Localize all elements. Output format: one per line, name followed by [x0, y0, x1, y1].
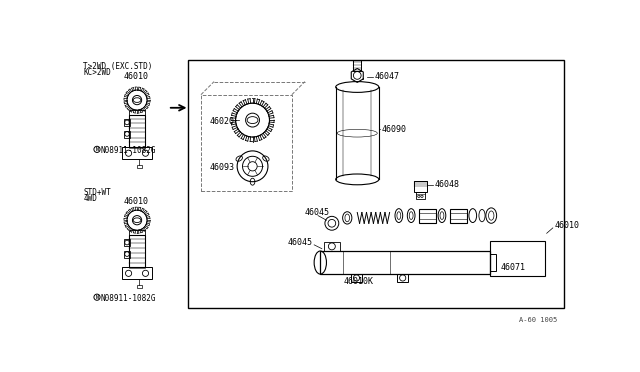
Bar: [124, 240, 130, 246]
Text: 46045: 46045: [288, 238, 313, 247]
Bar: [137, 165, 141, 168]
Bar: [353, 60, 361, 71]
Bar: [122, 267, 152, 279]
Text: 4WD: 4WD: [83, 194, 97, 203]
Bar: [419, 209, 436, 222]
Bar: [490, 254, 496, 271]
Text: 46010: 46010: [124, 73, 149, 81]
Text: 46090: 46090: [382, 125, 407, 134]
Text: 46047: 46047: [374, 73, 399, 81]
Text: 46093: 46093: [209, 163, 234, 172]
Text: N: N: [95, 295, 99, 300]
Text: 46010K: 46010K: [344, 276, 373, 286]
Bar: [324, 242, 340, 251]
Bar: [124, 251, 130, 258]
Bar: [320, 251, 490, 274]
Text: KC>2WD: KC>2WD: [83, 68, 111, 77]
Circle shape: [94, 146, 100, 153]
Bar: [450, 209, 467, 222]
Text: T>2WD (EXC.STD): T>2WD (EXC.STD): [83, 62, 152, 71]
Bar: [137, 285, 141, 288]
Text: 46071: 46071: [500, 263, 525, 272]
Bar: [124, 119, 130, 126]
Bar: [490, 241, 545, 276]
Text: 46020: 46020: [209, 117, 234, 126]
Bar: [129, 110, 145, 115]
Bar: [397, 274, 408, 282]
Bar: [129, 230, 145, 235]
Bar: [416, 192, 425, 199]
Bar: [414, 181, 427, 192]
Bar: [129, 115, 145, 147]
Text: 46048: 46048: [435, 180, 460, 189]
Bar: [201, 95, 292, 191]
Bar: [122, 147, 152, 159]
Bar: [188, 60, 564, 308]
Text: 46010: 46010: [124, 197, 149, 206]
Bar: [124, 131, 130, 138]
Bar: [351, 274, 362, 282]
Text: A-60 1005: A-60 1005: [519, 317, 557, 323]
Text: 46045: 46045: [305, 208, 330, 217]
Bar: [129, 235, 145, 267]
Circle shape: [94, 294, 100, 300]
Text: N08911-1082G: N08911-1082G: [100, 294, 156, 303]
Text: 46010: 46010: [554, 221, 579, 230]
Text: N08911-1082G: N08911-1082G: [100, 147, 156, 155]
Text: STD+WT: STD+WT: [83, 188, 111, 197]
Text: N: N: [95, 147, 99, 152]
